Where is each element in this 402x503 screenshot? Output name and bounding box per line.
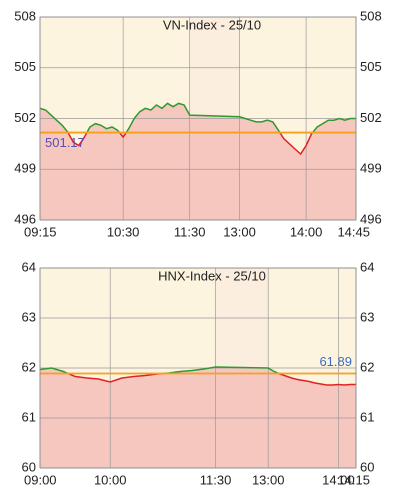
line-up — [40, 102, 356, 133]
y-tick-label: 502 — [14, 110, 36, 125]
plot-frame — [39, 16, 357, 221]
y-tick-label: 64 — [22, 259, 36, 274]
plot-frame — [39, 267, 357, 469]
y-tick-label-right: 61 — [360, 409, 374, 424]
y-tick-label: 60 — [22, 459, 36, 474]
x-tick-label: 11:30 — [174, 224, 206, 239]
y-tick-label: 496 — [14, 211, 36, 226]
y-tick-label-right: 496 — [360, 211, 382, 226]
y-tick-label: 508 — [14, 8, 36, 23]
x-tick-label: 14:45 — [337, 224, 370, 239]
y-tick-label-right: 64 — [360, 259, 374, 274]
y-tick-label: 61 — [22, 409, 36, 424]
x-tick-label: 13:00 — [223, 224, 256, 239]
x-tick-label: 14:00 — [322, 472, 355, 487]
y-tick-label-right: 502 — [360, 110, 382, 125]
x-tick-label: 10:00 — [94, 472, 127, 487]
y-tick-label: 62 — [22, 359, 36, 374]
y-tick-label-right: 62 — [360, 359, 374, 374]
x-tick-label: 09:15 — [24, 224, 57, 239]
x-tick-label: 09:00 — [24, 472, 57, 487]
x-tick-label: 14:15 — [337, 472, 370, 487]
y-tick-label-right: 505 — [360, 59, 382, 74]
y-tick-label: 63 — [22, 309, 36, 324]
line-down — [67, 132, 314, 156]
y-tick-label: 499 — [14, 161, 36, 176]
y-tick-label: 505 — [14, 59, 36, 74]
chart-title: VN-Index - 25/10 — [163, 17, 261, 32]
y-tick-label-right: 499 — [360, 161, 382, 176]
x-tick-label: 10:30 — [107, 224, 140, 239]
chart-title: HNX-Index - 25/10 — [158, 268, 266, 283]
y-tick-label-right: 508 — [360, 8, 382, 23]
y-tick-label-right: 63 — [360, 309, 374, 324]
y-tick-label-right: 60 — [360, 459, 374, 474]
line-up — [40, 366, 281, 374]
x-tick-label: 13:00 — [252, 472, 285, 487]
x-tick-label: 14:00 — [290, 224, 323, 239]
x-tick-label: 11:30 — [200, 472, 232, 487]
area — [40, 367, 356, 468]
line-down — [66, 373, 356, 386]
reference-label: 501.17 — [45, 135, 85, 150]
reference-label: 61.89 — [319, 354, 352, 369]
